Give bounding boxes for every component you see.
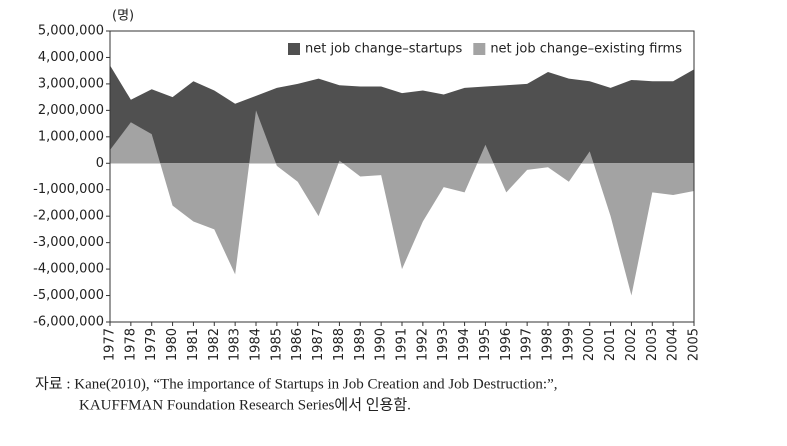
area bbox=[110, 110, 694, 296]
x-tick-label: 1979 bbox=[144, 328, 159, 361]
x-tick-label: 1982 bbox=[207, 328, 222, 361]
y-tick-label: -1,000,000 bbox=[33, 182, 104, 197]
y-tick-label: -6,000,000 bbox=[33, 315, 104, 330]
legend-swatch bbox=[473, 43, 486, 55]
x-tick-label: 1984 bbox=[249, 328, 264, 361]
x-tick-label: 1997 bbox=[520, 328, 535, 361]
x-tick-label: 1988 bbox=[332, 328, 347, 361]
x-tick-label: 1991 bbox=[395, 328, 410, 361]
y-tick-label: 3,000,000 bbox=[38, 76, 104, 91]
x-tick-label: 1994 bbox=[457, 328, 472, 361]
x-tick-label: 1998 bbox=[541, 328, 556, 361]
x-tick-label: 1981 bbox=[186, 328, 201, 361]
x-tick-label: 2001 bbox=[603, 328, 618, 361]
x-tick-label: 1977 bbox=[103, 328, 118, 361]
x-tick-label: 1978 bbox=[123, 328, 138, 361]
x-tick-label: 1986 bbox=[290, 328, 305, 361]
x-tick-label: 1980 bbox=[165, 328, 180, 361]
x-tick-label: 1999 bbox=[561, 328, 576, 361]
area bbox=[110, 65, 694, 164]
y-tick-label: 2,000,000 bbox=[38, 103, 104, 118]
y-tick-label: 1,000,000 bbox=[38, 129, 104, 144]
x-tick-label: 1987 bbox=[311, 328, 326, 361]
x-tick-label: 1990 bbox=[374, 328, 389, 361]
source-line: KAUFFMAN Foundation Research Series에서 인용… bbox=[79, 396, 411, 413]
legend-label: net job change–startups bbox=[305, 42, 463, 57]
x-tick-label: 1989 bbox=[353, 328, 368, 361]
x-tick-label: 2005 bbox=[687, 328, 702, 361]
x-tick-label: 1983 bbox=[228, 328, 243, 361]
y-tick-label: 4,000,000 bbox=[38, 50, 104, 65]
x-tick-label: 1985 bbox=[269, 328, 284, 361]
x-tick-label: 2003 bbox=[645, 328, 660, 361]
x-tick-label: 1993 bbox=[436, 328, 451, 361]
legend-label: net job change–existing firms bbox=[490, 42, 682, 57]
x-tick-label: 2004 bbox=[666, 328, 681, 361]
x-tick-label: 1992 bbox=[415, 328, 430, 361]
x-tick-label: 1995 bbox=[478, 328, 493, 361]
x-tick-label: 2000 bbox=[582, 328, 597, 361]
y-tick-label: -3,000,000 bbox=[33, 235, 104, 250]
x-tick-label: 2002 bbox=[624, 328, 639, 361]
x-tick-label: 1996 bbox=[499, 328, 514, 361]
y-unit: (명) bbox=[112, 9, 134, 24]
legend-swatch bbox=[288, 43, 300, 55]
y-tick-label: -2,000,000 bbox=[33, 209, 104, 224]
y-tick-label: 5,000,000 bbox=[38, 24, 104, 39]
y-tick-label: -5,000,000 bbox=[33, 288, 104, 303]
y-tick-label: 0 bbox=[96, 156, 104, 171]
source-line: 자료 : Kane(2010), “The importance of Star… bbox=[35, 375, 557, 392]
y-tick-label: -4,000,000 bbox=[33, 262, 104, 277]
